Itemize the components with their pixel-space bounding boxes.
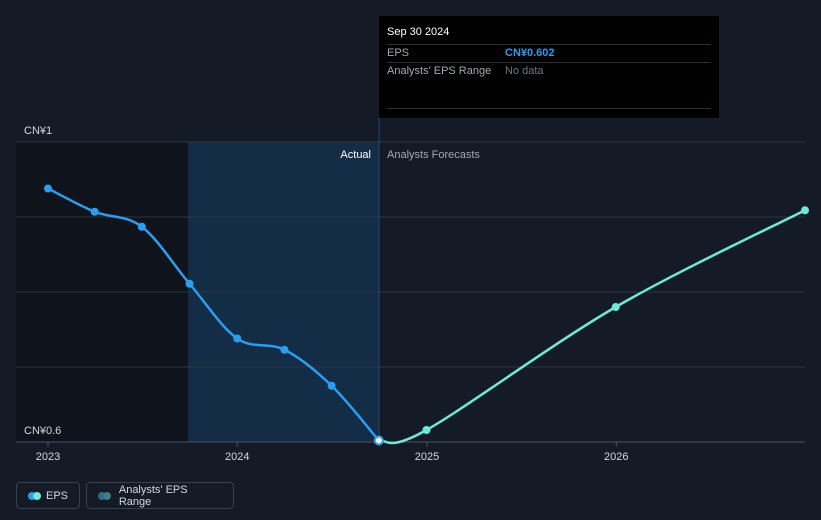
eps-forecast-point bbox=[611, 303, 620, 311]
legend-range-button[interactable]: Analysts' EPS Range bbox=[86, 482, 234, 509]
tooltip-range-row: Analysts' EPS Range No data bbox=[387, 62, 711, 80]
tooltip-range-value: No data bbox=[505, 65, 544, 77]
tooltip-range-label: Analysts' EPS Range bbox=[387, 65, 492, 77]
eps-actual-point bbox=[280, 345, 289, 354]
eps-actual-point bbox=[185, 279, 194, 288]
eps-actual-point bbox=[137, 222, 146, 231]
eps-actual-point bbox=[327, 381, 336, 390]
range-swatch-icon bbox=[98, 491, 112, 500]
eps-forecast-point bbox=[422, 426, 431, 434]
x-axis-ticks: 2023 2024 2025 2026 bbox=[36, 442, 629, 463]
eps-swatch-icon bbox=[28, 491, 41, 500]
tooltip-eps-row: EPS CN¥0.602 bbox=[387, 44, 711, 62]
forecast-label: Analysts Forecasts bbox=[387, 149, 480, 161]
actual-label: Actual bbox=[340, 149, 371, 161]
legend-eps-label: EPS bbox=[45, 489, 68, 502]
x-tick-label: 2026 bbox=[604, 451, 628, 463]
eps-actual-point bbox=[373, 435, 384, 446]
tooltip-date: Sep 30 2024 bbox=[387, 26, 450, 38]
x-tick-label: 2024 bbox=[225, 451, 249, 463]
tooltip-eps-value: CN¥0.602 bbox=[505, 47, 555, 59]
legend-eps-button[interactable]: EPS bbox=[16, 482, 80, 509]
eps-actual-point bbox=[233, 334, 242, 343]
eps-actual-point bbox=[44, 184, 52, 193]
eps-actual-point bbox=[90, 207, 99, 216]
eps-points bbox=[44, 184, 809, 446]
tooltip-divider bbox=[387, 108, 711, 109]
legend-range-label: Analysts' EPS Range bbox=[118, 483, 188, 508]
x-tick-label: 2025 bbox=[415, 451, 439, 463]
eps-forecast-point bbox=[801, 206, 809, 215]
x-tick-label: 2023 bbox=[36, 451, 60, 463]
y-axis-label-bottom: CN¥0.6 bbox=[24, 425, 61, 437]
tooltip-eps-label: EPS bbox=[387, 47, 410, 59]
eps-forecast-line bbox=[378, 209, 806, 445]
gridlines bbox=[16, 141, 805, 443]
tooltip: Sep 30 2024 EPS CN¥0.602 Analysts' EPS R… bbox=[379, 16, 719, 118]
y-axis-label-top: CN¥1 bbox=[24, 125, 52, 137]
